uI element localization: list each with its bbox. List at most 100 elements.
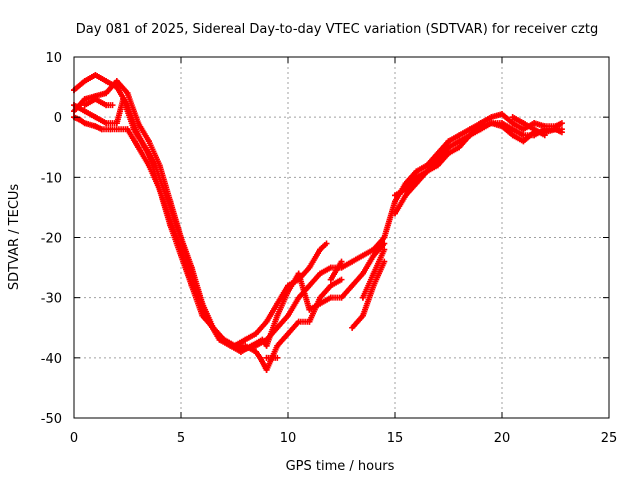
data-point — [98, 126, 105, 133]
data-point — [445, 138, 452, 145]
data-point — [370, 282, 377, 289]
data-point — [456, 144, 463, 151]
data-point — [306, 282, 313, 289]
data-point — [359, 252, 366, 259]
data-point — [259, 336, 266, 343]
data-point — [274, 312, 281, 319]
x-tick-label: 0 — [70, 431, 78, 446]
data-point — [295, 270, 302, 277]
data-point — [359, 312, 366, 319]
data-point — [338, 276, 345, 283]
data-point — [381, 240, 388, 247]
data-point — [317, 294, 324, 301]
data-point — [456, 132, 463, 139]
data-point — [392, 210, 398, 217]
x-tick-label: 5 — [177, 431, 185, 446]
data-point — [263, 366, 270, 373]
data-point — [210, 324, 217, 331]
data-point — [392, 192, 398, 199]
data-point — [327, 282, 334, 289]
data-point — [252, 348, 259, 355]
data-point — [509, 126, 516, 133]
data-point — [103, 78, 110, 85]
y-tick-label: 0 — [54, 111, 62, 126]
data-point — [531, 126, 538, 133]
y-tick-label: -20 — [41, 232, 62, 247]
data-point — [274, 342, 281, 349]
data-point — [323, 240, 330, 247]
data-point — [306, 318, 313, 325]
y-tick-label: -10 — [41, 171, 62, 186]
data-point — [124, 126, 131, 133]
data-point — [274, 354, 281, 361]
data-point — [327, 294, 334, 301]
data-point — [77, 117, 84, 124]
data-point — [488, 114, 495, 121]
data-point — [531, 120, 538, 127]
data-point — [520, 132, 527, 139]
data-point — [359, 270, 366, 277]
data-point — [499, 111, 505, 118]
data-point — [402, 180, 409, 187]
data-point — [295, 318, 302, 325]
data-point — [488, 120, 495, 127]
data-point — [317, 270, 324, 277]
data-point — [306, 306, 313, 313]
data-point — [81, 102, 88, 109]
data-point — [263, 318, 270, 325]
data-point — [445, 150, 452, 157]
data-point — [109, 102, 116, 109]
data-point — [552, 126, 559, 133]
data-point — [509, 132, 516, 139]
data-point — [81, 120, 88, 127]
data-point — [141, 144, 148, 151]
data-point — [252, 330, 259, 337]
data-point — [120, 96, 127, 103]
data-point — [231, 342, 238, 349]
data-point — [466, 126, 473, 133]
data-point — [359, 294, 366, 301]
data-point — [477, 126, 484, 133]
data-point — [135, 120, 142, 127]
data-point — [167, 216, 174, 223]
data-point — [413, 168, 420, 175]
data-point — [103, 120, 110, 127]
data-point — [306, 264, 313, 271]
data-point — [509, 120, 516, 127]
data-point — [242, 342, 249, 349]
data-point — [520, 126, 527, 133]
data-point — [370, 252, 377, 259]
data-point — [349, 324, 356, 331]
data-point — [135, 144, 142, 151]
data-point — [466, 132, 473, 139]
data-point — [338, 294, 345, 301]
x-tick-label: 10 — [280, 431, 297, 446]
data-point — [92, 96, 99, 103]
x-tick-label: 15 — [387, 431, 404, 446]
data-point — [237, 348, 244, 355]
data-point — [424, 168, 431, 175]
data-point — [285, 288, 291, 295]
data-point — [103, 102, 110, 109]
y-tick-label: -30 — [41, 292, 62, 307]
chart-title: Day 081 of 2025, Sidereal Day-to-day VTE… — [76, 22, 598, 37]
data-point — [113, 78, 120, 85]
data-point — [92, 72, 99, 79]
data-point — [434, 156, 441, 163]
data-point — [145, 138, 152, 145]
data-point — [370, 270, 377, 277]
data-point — [263, 342, 270, 349]
data-point — [413, 180, 420, 187]
data-point — [381, 246, 388, 253]
data-point — [381, 258, 388, 265]
data-point — [92, 114, 99, 121]
data-point — [81, 96, 88, 103]
data-point — [520, 138, 527, 145]
data-point — [263, 354, 270, 361]
data-point — [81, 108, 88, 115]
data-point — [541, 132, 548, 139]
data-point — [317, 246, 324, 253]
data-point — [285, 312, 291, 319]
data-point — [327, 276, 334, 283]
data-point — [434, 150, 441, 157]
